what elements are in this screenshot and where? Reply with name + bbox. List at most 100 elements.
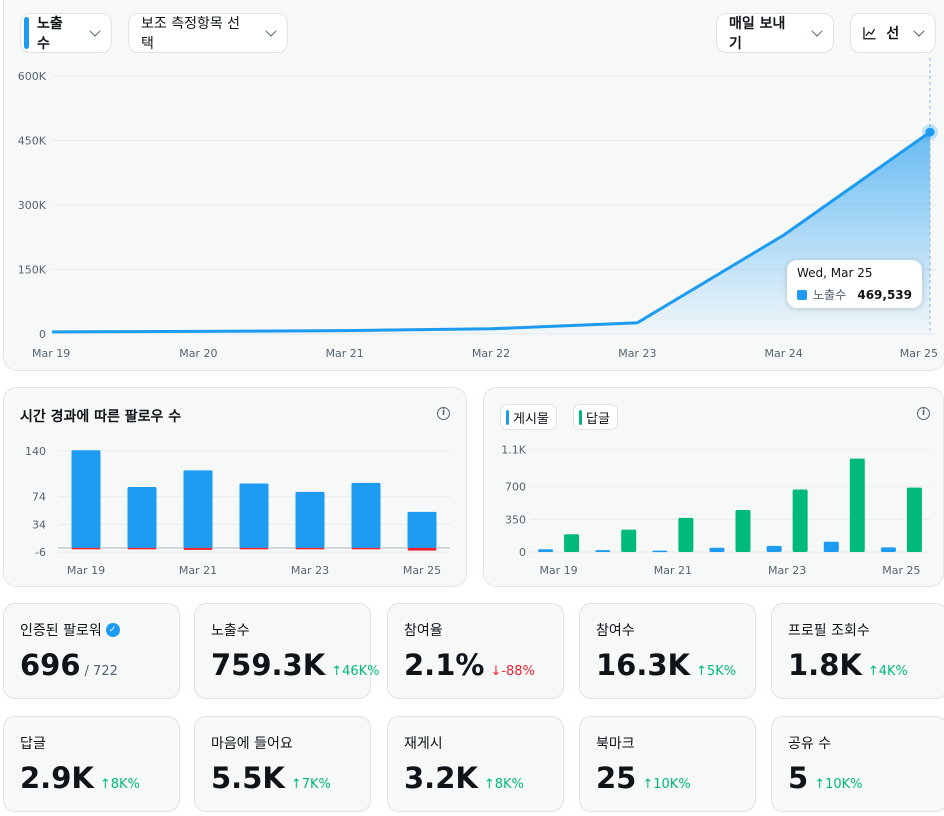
followers-bar-chart[interactable]: -6 34 74 140 Mar 19 Mar 21 Mar 23 Mar 25 [4,388,466,586]
stat-delta: ↑46K% [331,664,380,679]
stat-delta: ↑5K% [696,664,737,679]
bar [792,489,808,552]
stat-delta: ↑10K% [642,777,691,792]
bar [351,482,381,548]
bar [239,547,269,550]
stat-tile[interactable]: 프로필 조회수 1.8K ↑4K% [771,603,944,699]
bar [564,534,580,552]
posts-replies-chart-card: 게시물 답글 i 0 350 700 1.1K Mar 19 Mar 21 Mar 23 Ma… [483,387,944,587]
bar [735,510,751,552]
impressions-line-chart[interactable]: 0 150K 300K 450K 600K Mar 19 Mar 20 Mar 21 Mar 2… [4,0,944,371]
stat-tile[interactable]: 인증된 팔로워 ✓ 696/ 722 [3,603,180,699]
x-tick-label: Mar 23 [291,564,329,577]
stat-total: / 722 [84,664,118,679]
replies-swatch [579,409,582,425]
stat-value-text: 16.3K [596,648,691,682]
stat-tile[interactable]: 재게시 3.2K ↑8K% [387,716,564,812]
stat-label: 프로필 조회수 [788,620,870,640]
stat-label-text: 프로필 조회수 [788,623,870,639]
impressions-chart-card: 노출수 보조 측정항목 선택 매일 보내기 선 0 150K 300K 450K 600… [3,0,944,371]
stat-label-text: 인증된 팔로워 [20,623,102,639]
export-label: 매일 보내기 [729,16,786,52]
info-icon[interactable]: i [437,407,450,420]
stat-value: 696/ 722 [20,648,118,682]
x-tick-label: Mar 25 [882,564,920,577]
y-tick-label: 74 [32,491,46,504]
stat-value: 3.2K ↑8K% [404,761,524,795]
stat-tile[interactable]: 공유 수 5 ↑10K% [771,716,944,812]
bar [407,511,437,548]
y-tick-label: 300K [18,199,47,212]
secondary-metric-dropdown[interactable]: 보조 측정항목 선택 [128,13,288,53]
stat-label: 북마크 [596,733,635,753]
bar [127,486,157,548]
stat-tile[interactable]: 답글 2.9K ↑8K% [3,716,180,812]
bar [239,483,269,548]
stat-value: 25 ↑10K% [596,761,691,795]
legend-posts-label: 게시물 [513,411,549,427]
stat-tile[interactable]: 노출수 759.3K ↑46K% [194,603,380,699]
stat-label: 공유 수 [788,733,831,753]
stat-label-text: 답글 [20,736,46,752]
stat-value: 2.1% ↓-88% [404,648,535,682]
y-tick-label: 700 [505,481,526,494]
series-swatch [797,289,807,300]
y-tick-label: 1.1K [501,443,526,456]
posts-replies-bar-chart[interactable]: 0 350 700 1.1K Mar 19 Mar 21 Mar 23 Mar 25 [484,388,943,586]
secondary-metric-label: 보조 측정항목 선택 [141,16,241,52]
bar [766,545,782,552]
stat-label-text: 마음에 들어요 [211,736,293,752]
stat-value: 5 ↑10K% [788,761,863,795]
tooltip-date: Wed, Mar 25 [797,266,873,280]
chart-tooltip: Wed, Mar 25 노출수 469,539 [787,260,922,308]
stat-delta: ↑7K% [290,777,331,792]
x-tick-label: Mar 23 [768,564,806,577]
bar [127,547,157,550]
x-tick-label: Mar 21 [326,347,364,360]
bar [183,547,213,550]
x-tick-label: Mar 24 [765,347,803,360]
x-tick-label: Mar 22 [472,347,510,360]
bar [652,550,668,553]
y-tick-label: -6 [35,546,46,559]
legend-posts[interactable]: 게시물 [500,404,557,430]
stat-label: 마음에 들어요 [211,733,293,753]
stat-value: 759.3K ↑46K% [211,648,380,682]
stat-value: 16.3K ↑5K% [596,648,736,682]
export-dropdown[interactable]: 매일 보내기 [716,13,834,53]
stat-label: 참여수 [596,620,635,640]
stat-value-text: 5.5K [211,761,285,795]
chart-type-dropdown[interactable]: 선 [850,13,936,53]
stat-tile[interactable]: 마음에 들어요 5.5K ↑7K% [194,716,371,812]
stat-tile[interactable]: 북마크 25 ↑10K% [579,716,756,812]
stat-label: 답글 [20,733,46,753]
metric-dropdown[interactable]: 노출수 [20,13,112,53]
tooltip-series-name: 노출수 [813,288,847,302]
verified-badge-icon: ✓ [105,623,120,637]
bar [71,547,101,550]
stat-value: 1.8K ↑4K% [788,648,908,682]
bar [71,450,101,548]
x-tick-label: Mar 21 [654,564,692,577]
stat-value-text: 5 [788,761,809,795]
bar [621,529,637,552]
stat-tile[interactable]: 참여수 16.3K ↑5K% [579,603,756,699]
followers-chart-card: 시간 경과에 따른 팔로우 수 i -6 34 74 140 Mar 19 Mar 21 M… [3,387,467,587]
bar [295,547,325,550]
bar [295,491,325,548]
stat-label-text: 참여수 [596,623,635,639]
x-tick-label: Mar 19 [539,564,577,577]
bar [595,550,611,552]
x-tick-label: Mar 19 [67,564,105,577]
legend-replies[interactable]: 답글 [573,404,618,430]
stat-value: 5.5K ↑7K% [211,761,331,795]
y-tick-label: 140 [25,445,46,458]
bar [351,547,381,550]
info-icon[interactable]: i [917,407,930,420]
stat-delta: ↑8K% [99,777,140,792]
stat-tile[interactable]: 참여율 2.1% ↓-88% [387,603,564,699]
impressions-line [51,130,931,334]
metric-dropdown-label: 노출수 [37,16,63,52]
x-tick-label: Mar 25 [403,564,441,577]
y-tick-label: 450K [18,135,47,148]
